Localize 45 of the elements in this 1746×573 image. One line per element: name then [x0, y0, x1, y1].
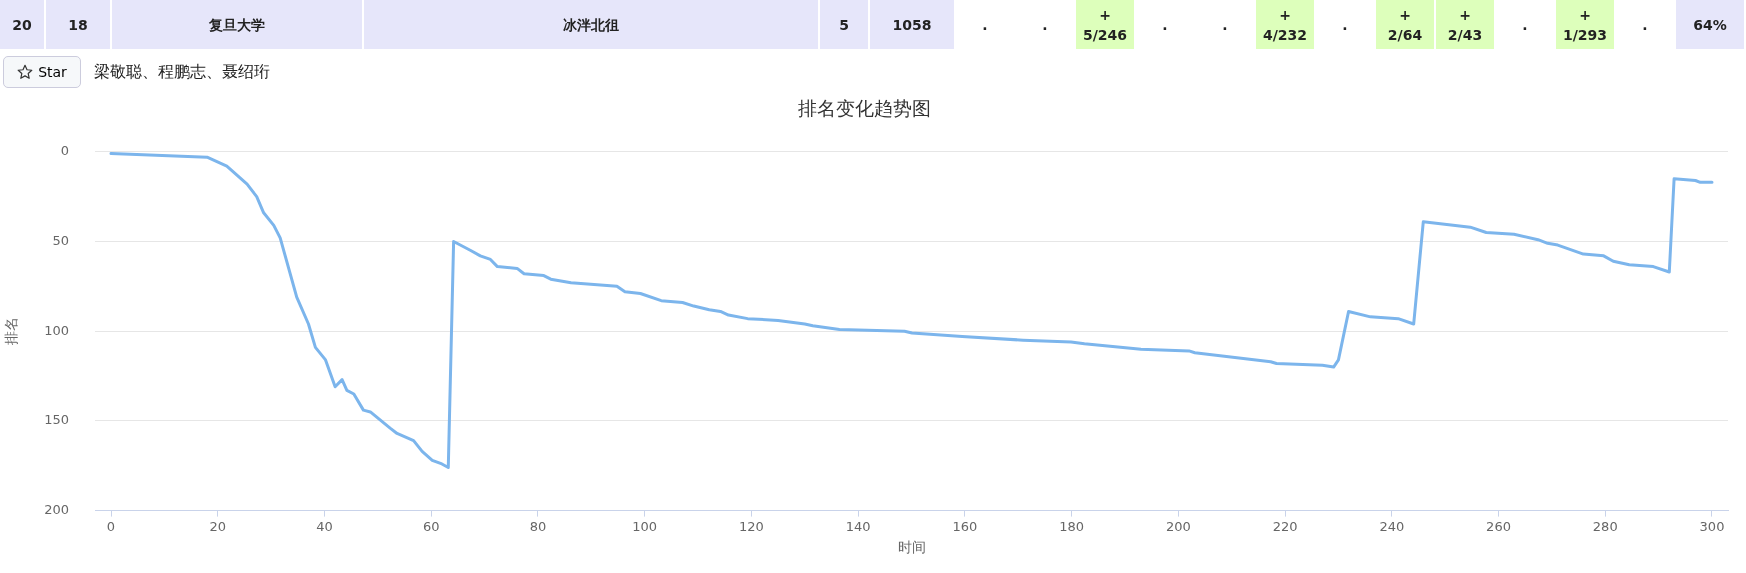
text: + 2/64: [1376, 0, 1434, 49]
x-tick-label: 180: [1059, 518, 1085, 534]
text: .: [1521, 15, 1529, 35]
text: .: [1041, 15, 1049, 35]
text: 冰泮北徂: [364, 0, 818, 49]
text: + 4/232: [1256, 0, 1314, 49]
text: 20: [0, 0, 44, 49]
x-tick-label: 140: [845, 518, 871, 534]
text: 64%: [1676, 0, 1744, 49]
text: + 1/293: [1556, 0, 1614, 49]
text: 1058: [870, 0, 954, 49]
x-tick-label: 80: [529, 518, 547, 534]
x-tick-label: 280: [1592, 518, 1618, 534]
x-tick-label: 160: [952, 518, 978, 534]
text: 5: [820, 0, 868, 49]
x-tick-label: 20: [209, 518, 227, 534]
y-tick-label: 0: [60, 143, 69, 159]
text: 18: [46, 0, 110, 49]
x-tick-label: 40: [316, 518, 333, 534]
y-tick-label: 200: [44, 501, 69, 517]
x-tick-label: 60: [422, 518, 440, 534]
text: Star: [38, 64, 67, 80]
x-axis-title: 时间: [897, 539, 926, 556]
x-tick-label: 0: [106, 518, 116, 534]
text: 梁敬聪、程鹏志、聂绍珩: [94, 61, 270, 83]
y-tick-label: 100: [44, 322, 69, 338]
y-tick-label: 150: [44, 412, 69, 428]
text: .: [1341, 15, 1349, 35]
y-tick-label: 50: [52, 232, 69, 248]
text: .: [981, 15, 989, 35]
text: + 5/246: [1076, 0, 1134, 49]
text: 复旦大学: [112, 0, 362, 49]
text: + 2/43: [1436, 0, 1494, 49]
x-tick-label: 100: [632, 518, 658, 534]
x-tick-label: 120: [738, 518, 764, 534]
x-tick-label: 300: [1699, 518, 1725, 534]
text: .: [1641, 15, 1649, 35]
text: .: [1221, 15, 1229, 35]
x-tick-label: 240: [1379, 518, 1405, 534]
x-tick-label: 260: [1486, 518, 1511, 534]
y-axis-title: 排名: [3, 317, 20, 346]
x-tick-label: 200: [1165, 518, 1191, 534]
chart-title: 排名变化趋势图: [797, 97, 931, 120]
text: .: [1161, 15, 1169, 35]
x-tick-label: 220: [1272, 518, 1298, 534]
